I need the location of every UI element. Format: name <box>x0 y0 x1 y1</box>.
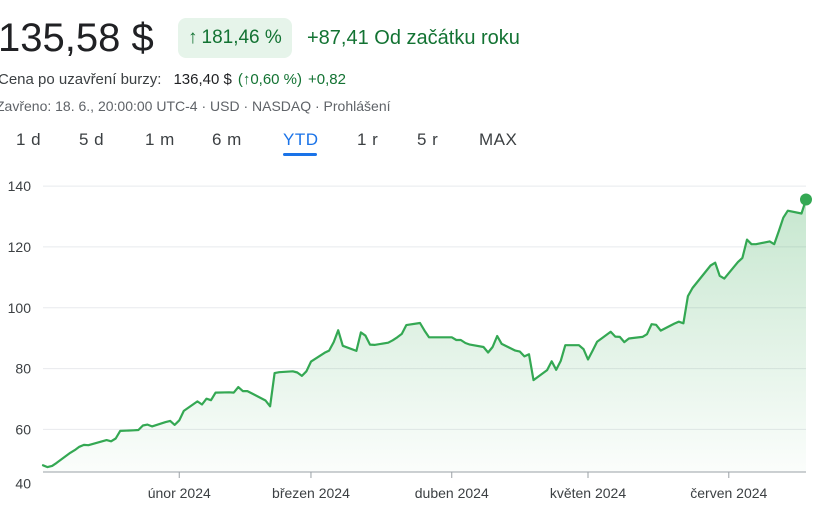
price-area-fill <box>43 199 806 472</box>
y-tick-label: 60 <box>15 421 31 437</box>
active-tab-indicator <box>283 153 317 156</box>
price-line <box>41 198 808 469</box>
period-change: +87,41 Od začátku roku <box>307 27 520 49</box>
change-percent-badge: ↑ 181,46 % <box>178 18 292 58</box>
x-tick-label: květen 2024 <box>550 485 626 501</box>
x-tick-label: březen 2024 <box>272 485 350 501</box>
after-hours-percent: (↑0,60 %) <box>237 71 303 88</box>
market-status-line: Zavřeno: 18. 6., 20:00:00 UTC-4 · USD · … <box>0 98 391 114</box>
tab-5d[interactable]: 5 d <box>79 130 105 149</box>
tab-1m[interactable]: 1 m <box>145 130 175 149</box>
y-tick-label: 100 <box>8 300 32 316</box>
current-price: 135,58 $ <box>0 16 154 60</box>
tab-5r[interactable]: 5 r <box>417 130 439 149</box>
after-hours-change: +0,82 <box>308 71 346 88</box>
last-price-marker <box>800 193 812 206</box>
tab-max[interactable]: MAX <box>479 130 518 149</box>
tab-ytd[interactable]: YTD <box>283 130 319 149</box>
y-tick-label: 80 <box>15 361 31 377</box>
y-tick-label: 140 <box>8 178 32 194</box>
price-chart[interactable]: 40 60 80 100 120 140 únor 2024 březen 2024 dube… <box>0 170 819 515</box>
x-tick-label: červen 2024 <box>690 485 767 501</box>
after-hours-price: 136,40 $ <box>173 71 232 88</box>
change-percent-value: 181,46 % <box>201 27 282 48</box>
after-hours-label: Cena po uzavření burzy: <box>0 71 162 88</box>
y-tick-label: 120 <box>8 239 32 255</box>
tab-6m[interactable]: 6 m <box>212 130 242 149</box>
x-tick-label: duben 2024 <box>415 485 489 501</box>
y-tick-label: 40 <box>15 475 31 491</box>
after-hours-row: Cena po uzavření burzy: 136,40 $ (↑0,60 … <box>0 69 346 91</box>
tab-1d[interactable]: 1 d <box>16 130 42 149</box>
x-tick-label: únor 2024 <box>148 485 211 501</box>
tab-1r[interactable]: 1 r <box>357 130 379 149</box>
arrow-up-icon: ↑ <box>188 27 198 48</box>
